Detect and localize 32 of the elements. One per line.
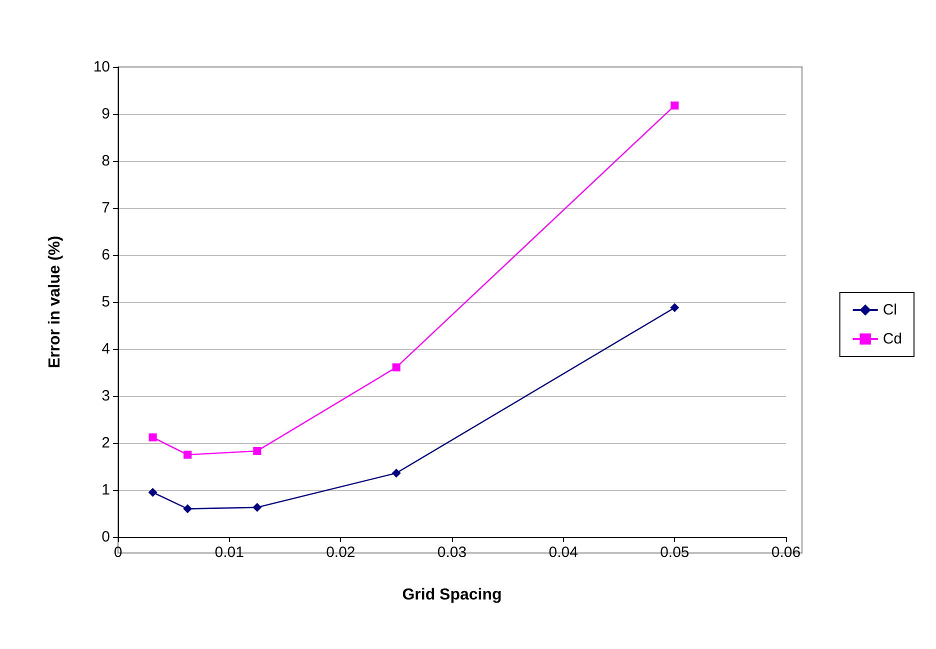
point <box>148 488 158 497</box>
x-tick-label: 0.03 <box>437 544 467 561</box>
point <box>253 446 262 455</box>
y-tick-label: 2 <box>102 434 110 452</box>
x-tick-label: 0.06 <box>771 544 801 561</box>
point <box>183 504 192 514</box>
point <box>148 433 157 442</box>
y-tick-label: 10 <box>93 58 110 76</box>
y-tick-label: 5 <box>102 294 110 310</box>
y-tick-label: 8 <box>102 152 110 170</box>
y-tick-label: 7 <box>102 200 110 216</box>
x-tick-label: 0.04 <box>548 544 578 561</box>
legend-label: Cd <box>882 330 902 348</box>
point <box>670 303 680 312</box>
y-tick-label: 1 <box>102 482 110 498</box>
y-tick-label: 0 <box>102 528 110 546</box>
x-tick-label: 0.05 <box>660 544 690 561</box>
x-tick-label: 0.01 <box>214 544 244 561</box>
point <box>670 102 679 110</box>
x-tick-label: 0.02 <box>326 544 356 561</box>
y-tick-label: 4 <box>102 340 110 358</box>
point <box>184 450 192 459</box>
y-axis-title: Error in value (%) <box>46 236 64 368</box>
point <box>392 468 401 478</box>
x-axis-title: Grid Spacing <box>402 586 502 604</box>
x-tick-label: 0 <box>114 544 122 561</box>
y-tick-label: 3 <box>102 388 110 404</box>
legend-label: Cl <box>882 302 897 318</box>
point <box>392 363 400 372</box>
y-tick-label: 6 <box>102 246 110 264</box>
y-tick-label: 9 <box>102 106 110 122</box>
point <box>252 502 262 512</box>
